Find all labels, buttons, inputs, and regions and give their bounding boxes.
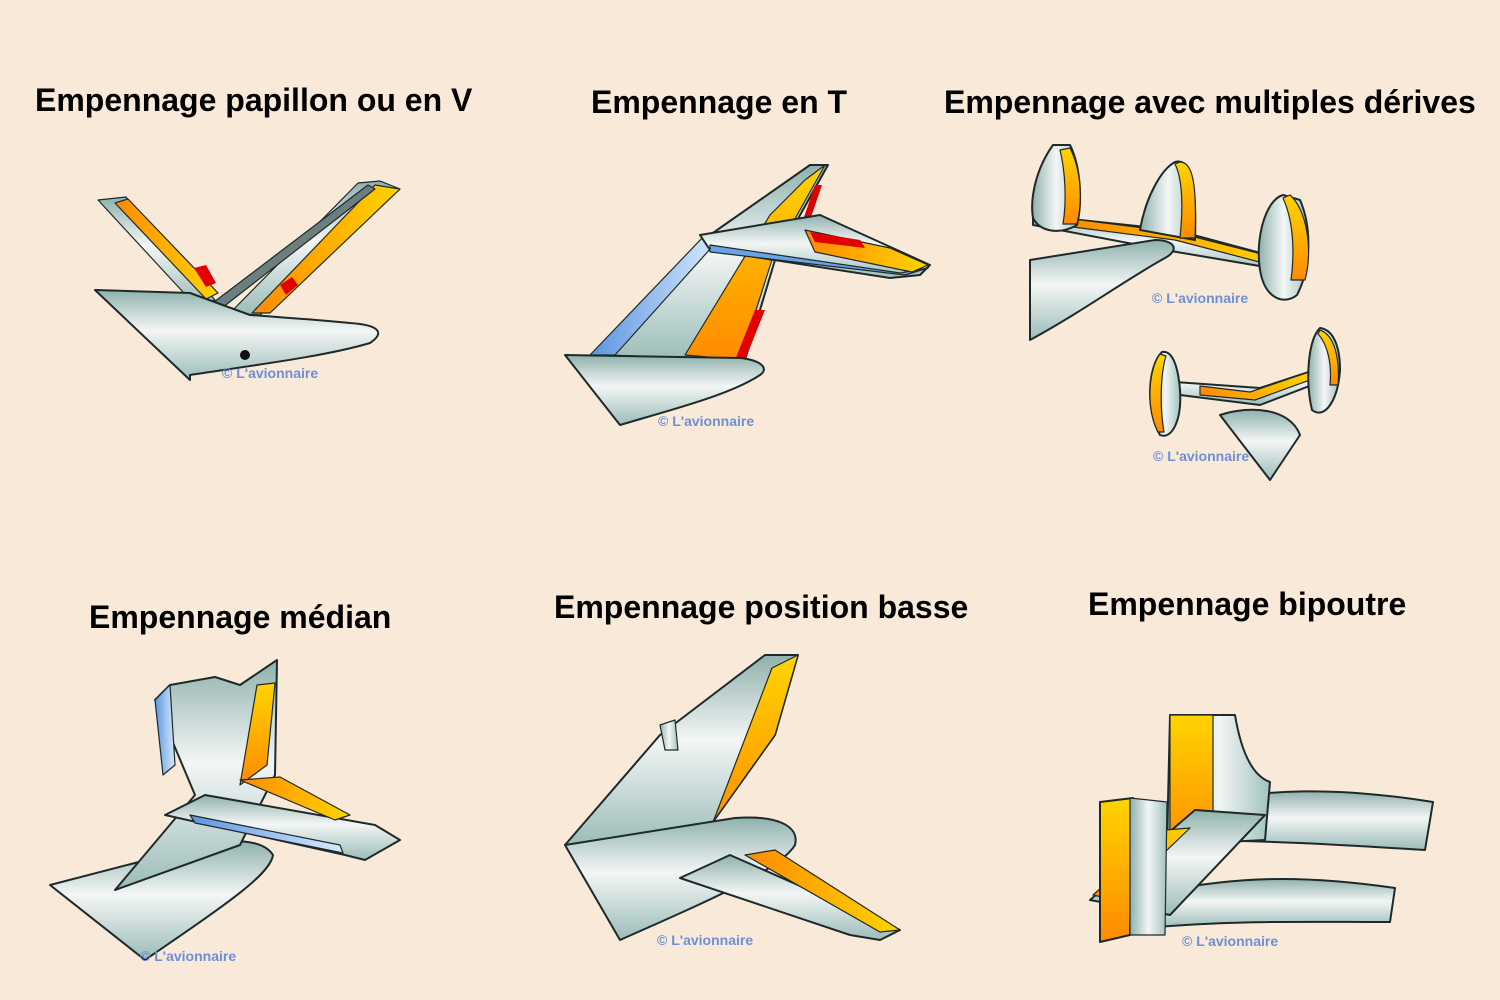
low-tail-rudder (699, 654, 799, 841)
title-t-tail: Empennage en T (591, 84, 848, 120)
multi-fin-twin-illustration: © L'avionnaire (1149, 327, 1341, 481)
twin-boom-lower-fin (1129, 797, 1168, 936)
triple-right-rudder (1282, 194, 1310, 281)
title-low-tail: Empennage position basse (554, 589, 969, 625)
v-tail-credit: © L'avionnaire (222, 365, 318, 381)
cruciform-credit: © L'avionnaire (140, 948, 236, 964)
title-cruciform: Empennage médian (89, 599, 392, 635)
cruciform-fin-blue (154, 684, 176, 776)
multi-fin-triple-illustration: © L'avionnaire (1029, 144, 1310, 341)
v-tail-tailwheel (240, 350, 250, 360)
triple-center-rudder (1174, 161, 1197, 239)
v-tail-left-ruddervator (114, 198, 219, 300)
title-multi-fin: Empennage avec multiples dérives (944, 84, 1476, 120)
v-tail-illustration: © L'avionnaire (94, 180, 401, 381)
title-v-tail: Empennage papillon ou en V (35, 82, 473, 118)
low-tail-elevator (744, 849, 901, 933)
t-tail-illustration: © L'avionnaire (564, 164, 931, 429)
twin-fin-right-rudder (1317, 329, 1340, 386)
v-tail-right-ruddervator (251, 184, 401, 314)
cruciform-stab-blue (189, 814, 344, 854)
twin-boom-lower-boom (1144, 877, 1396, 929)
low-tail-stabilizer (679, 854, 901, 941)
twin-fin-left-rudder (1149, 353, 1167, 433)
low-tail-fairing (659, 719, 679, 751)
t-tail-stab-blue (709, 244, 929, 276)
triple-fuselage (1029, 239, 1175, 341)
cruciform-elevator (239, 776, 351, 821)
t-tail-fuselage (564, 354, 765, 426)
twin-fin-credit: © L'avionnaire (1153, 448, 1249, 464)
t-tail-credit: © L'avionnaire (658, 413, 754, 429)
title-twin-boom: Empennage bipoutre (1088, 586, 1407, 622)
low-tail-illustration: © L'avionnaire (564, 654, 901, 948)
triple-credit: © L'avionnaire (1152, 290, 1248, 306)
low-tail-credit: © L'avionnaire (657, 932, 753, 948)
twin-boom-lower-rudder (1099, 797, 1134, 943)
t-tail-elevator-tab (810, 232, 865, 248)
t-tail-upper-tab (803, 185, 822, 220)
twin-boom-illustration: © L'avionnaire (1089, 714, 1434, 949)
v-tail-right-tab (280, 277, 298, 295)
twin-boom-credit: © L'avionnaire (1182, 933, 1278, 949)
cruciform-illustration: © L'avionnaire (49, 659, 401, 964)
t-tail-rudder-tab (735, 310, 765, 360)
cruciform-rudder (239, 682, 276, 786)
twin-fin-fuselage (1219, 408, 1301, 481)
cruciform-stabilizer (164, 794, 401, 861)
triple-left-rudder (1059, 147, 1081, 225)
v-tail-left-tab (194, 265, 216, 287)
v-tail-fuselage (94, 289, 380, 381)
